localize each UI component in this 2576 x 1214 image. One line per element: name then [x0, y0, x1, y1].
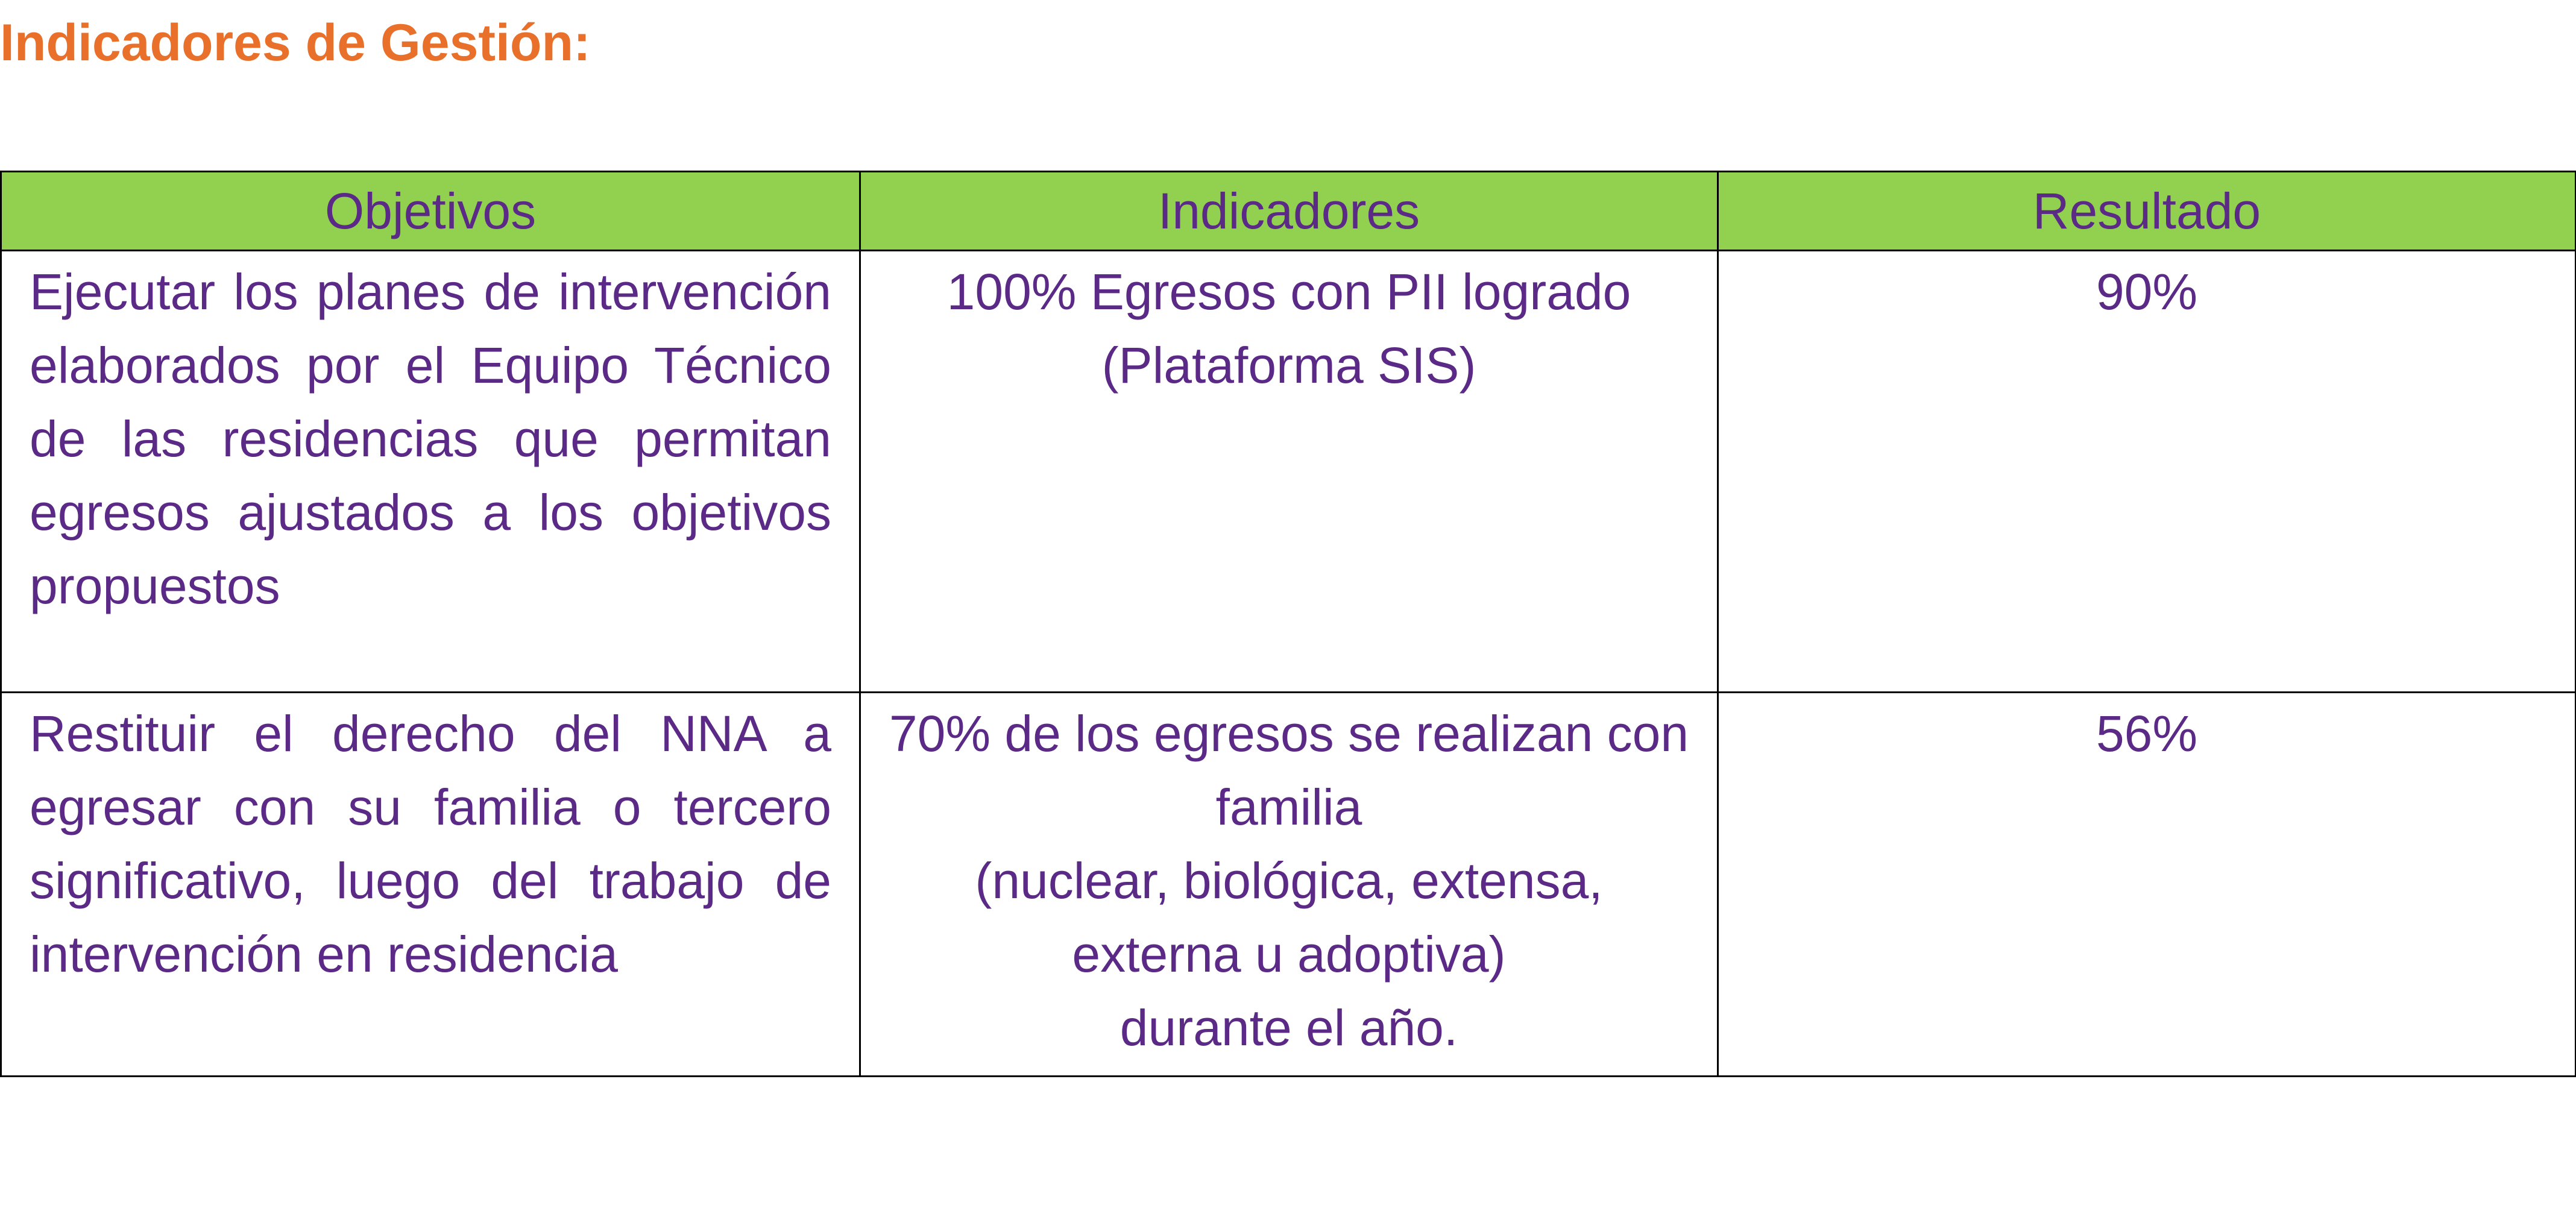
- indicator-line: 70% de los egresos se realizan con famil…: [889, 705, 1689, 835]
- page-title: Indicadores de Gestión:: [0, 14, 591, 72]
- indicators-table: Objetivos Indicadores Resultado Ejecutar…: [0, 171, 2576, 1077]
- column-header: Indicadores: [859, 171, 1719, 251]
- indicator-cell: 100% Egresos con PII logrado (Plataforma …: [859, 250, 1719, 693]
- column-header: Resultado: [1717, 171, 2576, 251]
- indicator-line: durante el año.: [1120, 999, 1458, 1056]
- table-row: Restituir el derecho del NNA a egresar c…: [0, 691, 2576, 1077]
- table-body: Ejecutar los planes de intervención elab…: [0, 250, 2576, 1077]
- indicator-line: (nuclear, biológica, extensa, externa u …: [975, 852, 1603, 983]
- indicator-cell: 70% de los egresos se realizan con famil…: [859, 691, 1719, 1077]
- table-row: Ejecutar los planes de intervención elab…: [0, 250, 2576, 693]
- indicator-line: (Plataforma SIS): [1101, 337, 1476, 394]
- result-cell: 56%: [1717, 691, 2576, 1077]
- objective-cell: Restituir el derecho del NNA a egresar c…: [0, 691, 861, 1077]
- header-row: Objetivos Indicadores Resultado: [0, 171, 2576, 251]
- column-header: Objetivos: [0, 171, 861, 251]
- objective-cell: Ejecutar los planes de intervención elab…: [0, 250, 861, 693]
- indicator-line: 100% Egresos con PII logrado: [946, 263, 1631, 320]
- table-header: Objetivos Indicadores Resultado: [0, 171, 2576, 251]
- result-cell: 90%: [1717, 250, 2576, 693]
